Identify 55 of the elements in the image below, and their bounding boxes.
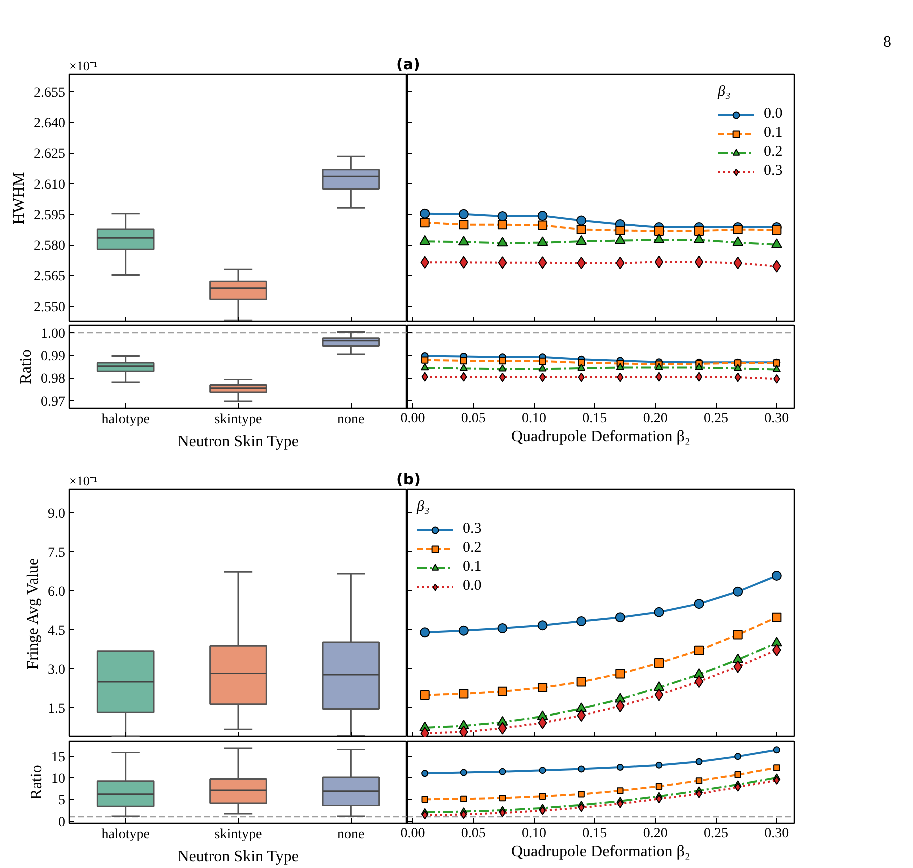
text: ×10⁻¹ xyxy=(70,474,98,488)
x-axis-title: Quadrupole Deformation β₂ xyxy=(512,844,690,860)
x-tick-label: 0.05 xyxy=(461,412,486,426)
y-tick-label: 0.97 xyxy=(41,394,66,410)
x-tick-label: 0.30 xyxy=(764,412,790,426)
x-tick-label: 0.15 xyxy=(582,412,608,426)
y-tick-label: 7.5 xyxy=(48,546,66,561)
text: 8 xyxy=(884,34,892,51)
legend-label: 0.2 xyxy=(764,144,784,161)
legend-title: β₃ xyxy=(417,499,431,516)
y-tick-label: 10 xyxy=(52,772,66,787)
y-axis-title: Ratio xyxy=(28,765,46,800)
y-axis-title: Ratio xyxy=(18,350,35,384)
y-axis-title: Fringe Avg Value xyxy=(25,558,42,670)
x-tick-label: 0.15 xyxy=(582,826,608,842)
legend-title: β₃ xyxy=(718,84,732,101)
x-tick-label: 0.00 xyxy=(400,412,426,426)
x-tick-label: 0.00 xyxy=(400,826,426,842)
chart-title: (a) xyxy=(396,56,420,74)
x-axis-title: Quadrupole Deformation β₂ xyxy=(512,428,690,446)
y-tick-label: 0 xyxy=(58,815,66,830)
x-tick-label: halotype xyxy=(102,412,150,428)
legend-label: 0.3 xyxy=(764,163,784,180)
x-tick-label: 0.20 xyxy=(643,826,668,842)
y-tick-label: 0.99 xyxy=(41,350,66,365)
x-tick-label: none xyxy=(338,828,365,842)
x-axis-title: Neutron Skin Type xyxy=(178,848,299,866)
y-tick-label: 6.0 xyxy=(48,584,66,600)
x-tick-label: skintype xyxy=(214,828,262,842)
x-tick-label: 0.05 xyxy=(461,826,486,842)
x-tick-label: 0.10 xyxy=(522,412,547,426)
x-tick-label: 0.20 xyxy=(643,412,668,426)
y-tick-label: 15 xyxy=(52,750,66,766)
y-tick-label: 4.5 xyxy=(48,624,66,639)
legend-label: 0.0 xyxy=(463,578,483,595)
legend-label: 0.2 xyxy=(463,540,483,557)
x-tick-label: 0.10 xyxy=(522,826,547,842)
legend-label: 0.3 xyxy=(463,521,483,538)
y-tick-label: 1.5 xyxy=(48,702,66,717)
y-tick-label: 1.00 xyxy=(41,326,66,342)
x-tick-label: 0.25 xyxy=(704,826,728,842)
x-tick-label: 0.30 xyxy=(764,826,790,842)
x-tick-label: 0.25 xyxy=(704,412,728,426)
x-tick-label: skintype xyxy=(214,412,262,428)
x-tick-label: none xyxy=(338,412,365,428)
x-axis-title: Neutron Skin Type xyxy=(178,434,299,450)
chart-title: (b) xyxy=(396,470,421,488)
y-tick-label: 5 xyxy=(58,794,66,809)
x-tick-label: halotype xyxy=(102,828,150,842)
legend-label: 0.1 xyxy=(764,125,784,142)
y-tick-label: 0.98 xyxy=(41,372,66,388)
y-tick-label: 9.0 xyxy=(48,506,66,522)
y-tick-label: 3.0 xyxy=(48,662,66,678)
legend-label: 0.0 xyxy=(764,106,784,123)
legend-label: 0.1 xyxy=(463,559,483,576)
